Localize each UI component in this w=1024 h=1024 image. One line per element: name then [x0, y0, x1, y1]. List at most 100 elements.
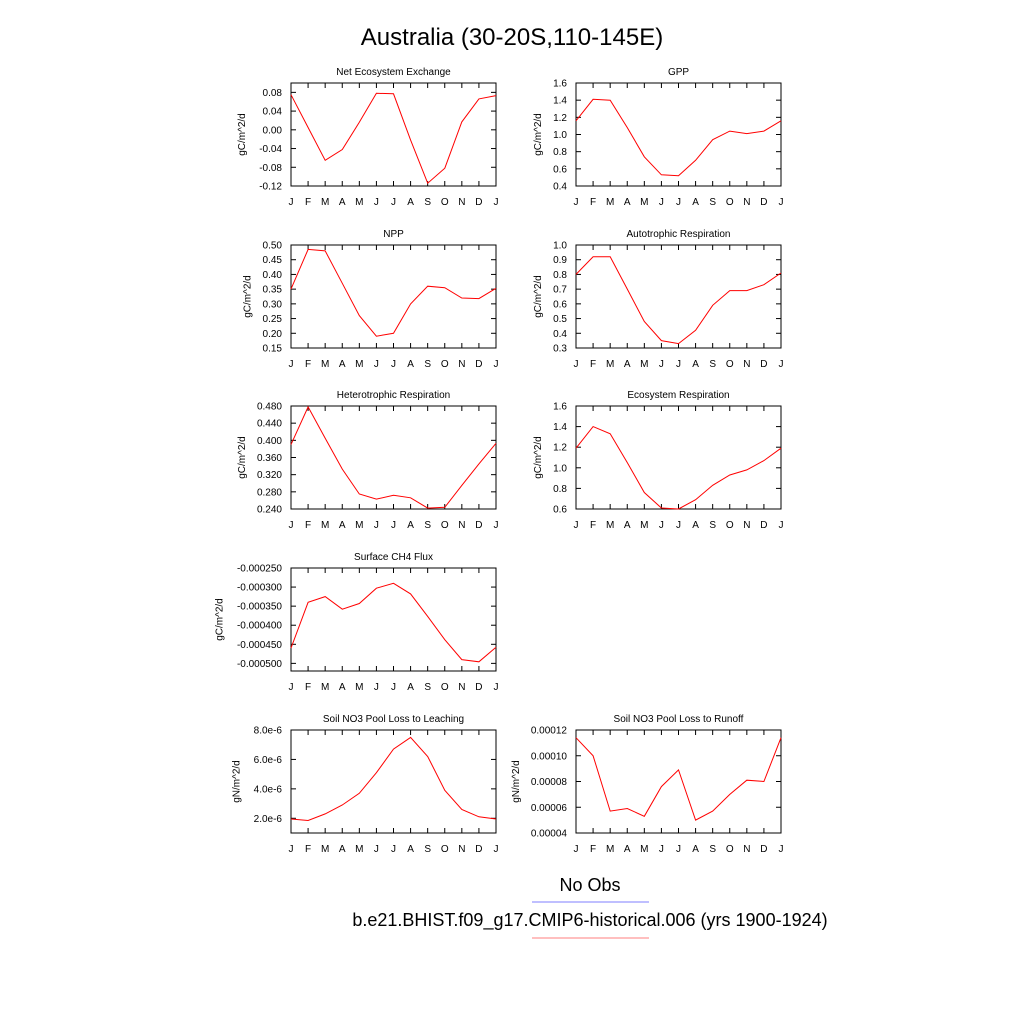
x-tick-label: J: [779, 520, 784, 531]
y-tick-label: 0.30: [263, 299, 283, 310]
y-tick-label: 1.4: [553, 96, 567, 107]
x-tick-label: F: [590, 359, 596, 370]
x-tick-label: J: [574, 844, 579, 855]
y-tick-label: 0.3: [553, 344, 567, 355]
y-tick-label: 0.00006: [531, 803, 568, 814]
x-tick-label: D: [475, 520, 482, 531]
y-tick-label: -0.000350: [237, 602, 282, 613]
x-tick-label: O: [441, 520, 449, 531]
x-tick-label: M: [321, 520, 329, 531]
x-tick-label: A: [692, 197, 699, 208]
x-tick-label: O: [726, 359, 734, 370]
y-tick-label: 0.280: [257, 487, 282, 498]
y-tick-label: 0.5: [553, 314, 567, 325]
series-line-soil-no3-pool-loss-to-leaching: [290, 736, 497, 822]
x-tick-label: M: [640, 520, 648, 531]
series-line-heterotrophic-respiration: [290, 405, 497, 509]
x-tick-label: J: [574, 359, 579, 370]
x-tick-label: J: [676, 197, 681, 208]
x-tick-label: M: [640, 197, 648, 208]
panel-title: Net Ecosystem Exchange: [336, 67, 451, 78]
x-tick-label: D: [760, 359, 767, 370]
y-tick-label: 0.9: [553, 255, 567, 266]
x-tick-label: N: [743, 520, 750, 531]
x-tick-label: M: [355, 844, 363, 855]
x-tick-label: J: [659, 197, 664, 208]
x-tick-label: S: [424, 359, 431, 370]
y-tick-label: 1.6: [553, 79, 567, 90]
x-tick-label: M: [321, 682, 329, 693]
y-tick-label: -0.04: [259, 144, 282, 155]
y-tick-label: 0.40: [263, 270, 283, 281]
y-tick-label: 0.8: [553, 484, 567, 495]
x-tick-label: F: [305, 359, 311, 370]
x-tick-label: J: [494, 682, 499, 693]
x-tick-label: S: [424, 844, 431, 855]
y-tick-label: 6.0e-6: [254, 755, 283, 766]
x-tick-label: A: [339, 844, 346, 855]
y-tick-label: 1.6: [553, 402, 567, 413]
x-tick-label: J: [779, 844, 784, 855]
y-tick-label: 0.25: [263, 314, 283, 325]
y-tick-label: 0.35: [263, 285, 283, 296]
x-tick-label: J: [374, 520, 379, 531]
y-tick-label: 1.2: [553, 443, 567, 454]
y-tick-label: 0.240: [257, 505, 282, 516]
x-tick-label: M: [321, 844, 329, 855]
x-tick-label: A: [339, 359, 346, 370]
series-line-ecosystem-respiration: [575, 425, 782, 510]
x-tick-label: J: [659, 844, 664, 855]
x-tick-label: N: [743, 359, 750, 370]
panel-title: Heterotrophic Respiration: [337, 390, 450, 401]
x-tick-label: S: [709, 359, 716, 370]
x-tick-label: M: [355, 682, 363, 693]
x-tick-label: J: [574, 520, 579, 531]
y-tick-label: -0.000300: [237, 583, 282, 594]
x-tick-label: A: [407, 197, 414, 208]
x-tick-label: J: [391, 520, 396, 531]
y-axis-label: gC/m^2/d: [237, 113, 248, 156]
x-tick-label: A: [407, 520, 414, 531]
y-tick-label: 2.0e-6: [254, 814, 283, 825]
x-tick-label: J: [374, 682, 379, 693]
x-tick-label: O: [441, 844, 449, 855]
x-tick-label: S: [424, 197, 431, 208]
x-tick-label: J: [676, 359, 681, 370]
x-tick-label: J: [676, 520, 681, 531]
legend: No Obs b.e21.BHIST.f09_g17.CMIP6-histori…: [352, 875, 828, 939]
series-line-npp: [290, 248, 497, 337]
plot-frame: [290, 729, 497, 834]
x-tick-label: N: [458, 844, 465, 855]
x-tick-label: M: [606, 197, 614, 208]
x-tick-label: N: [743, 844, 750, 855]
x-tick-label: J: [779, 359, 784, 370]
x-tick-label: M: [606, 359, 614, 370]
y-tick-label: 0.04: [263, 107, 283, 118]
x-tick-label: J: [659, 359, 664, 370]
y-tick-label: -0.000250: [237, 564, 282, 575]
x-tick-label: O: [726, 844, 734, 855]
y-axis-label: gC/m^2/d: [237, 436, 248, 479]
y-tick-label: 0.00012: [531, 726, 568, 737]
x-tick-label: M: [355, 197, 363, 208]
x-tick-label: M: [355, 520, 363, 531]
y-tick-label: 0.00010: [531, 751, 568, 762]
x-tick-label: F: [305, 682, 311, 693]
y-tick-label: 1.4: [553, 422, 567, 433]
series-line-autotrophic-respiration: [575, 256, 782, 345]
x-tick-label: S: [709, 520, 716, 531]
x-tick-label: J: [494, 844, 499, 855]
x-tick-label: D: [475, 682, 482, 693]
y-tick-label: 0.50: [263, 241, 283, 252]
x-tick-label: A: [339, 520, 346, 531]
plot-frame: [290, 82, 497, 187]
x-tick-label: A: [624, 844, 631, 855]
x-tick-label: S: [424, 682, 431, 693]
panel-title: Soil NO3 Pool Loss to Runoff: [614, 714, 744, 725]
y-tick-label: 8.0e-6: [254, 726, 283, 737]
